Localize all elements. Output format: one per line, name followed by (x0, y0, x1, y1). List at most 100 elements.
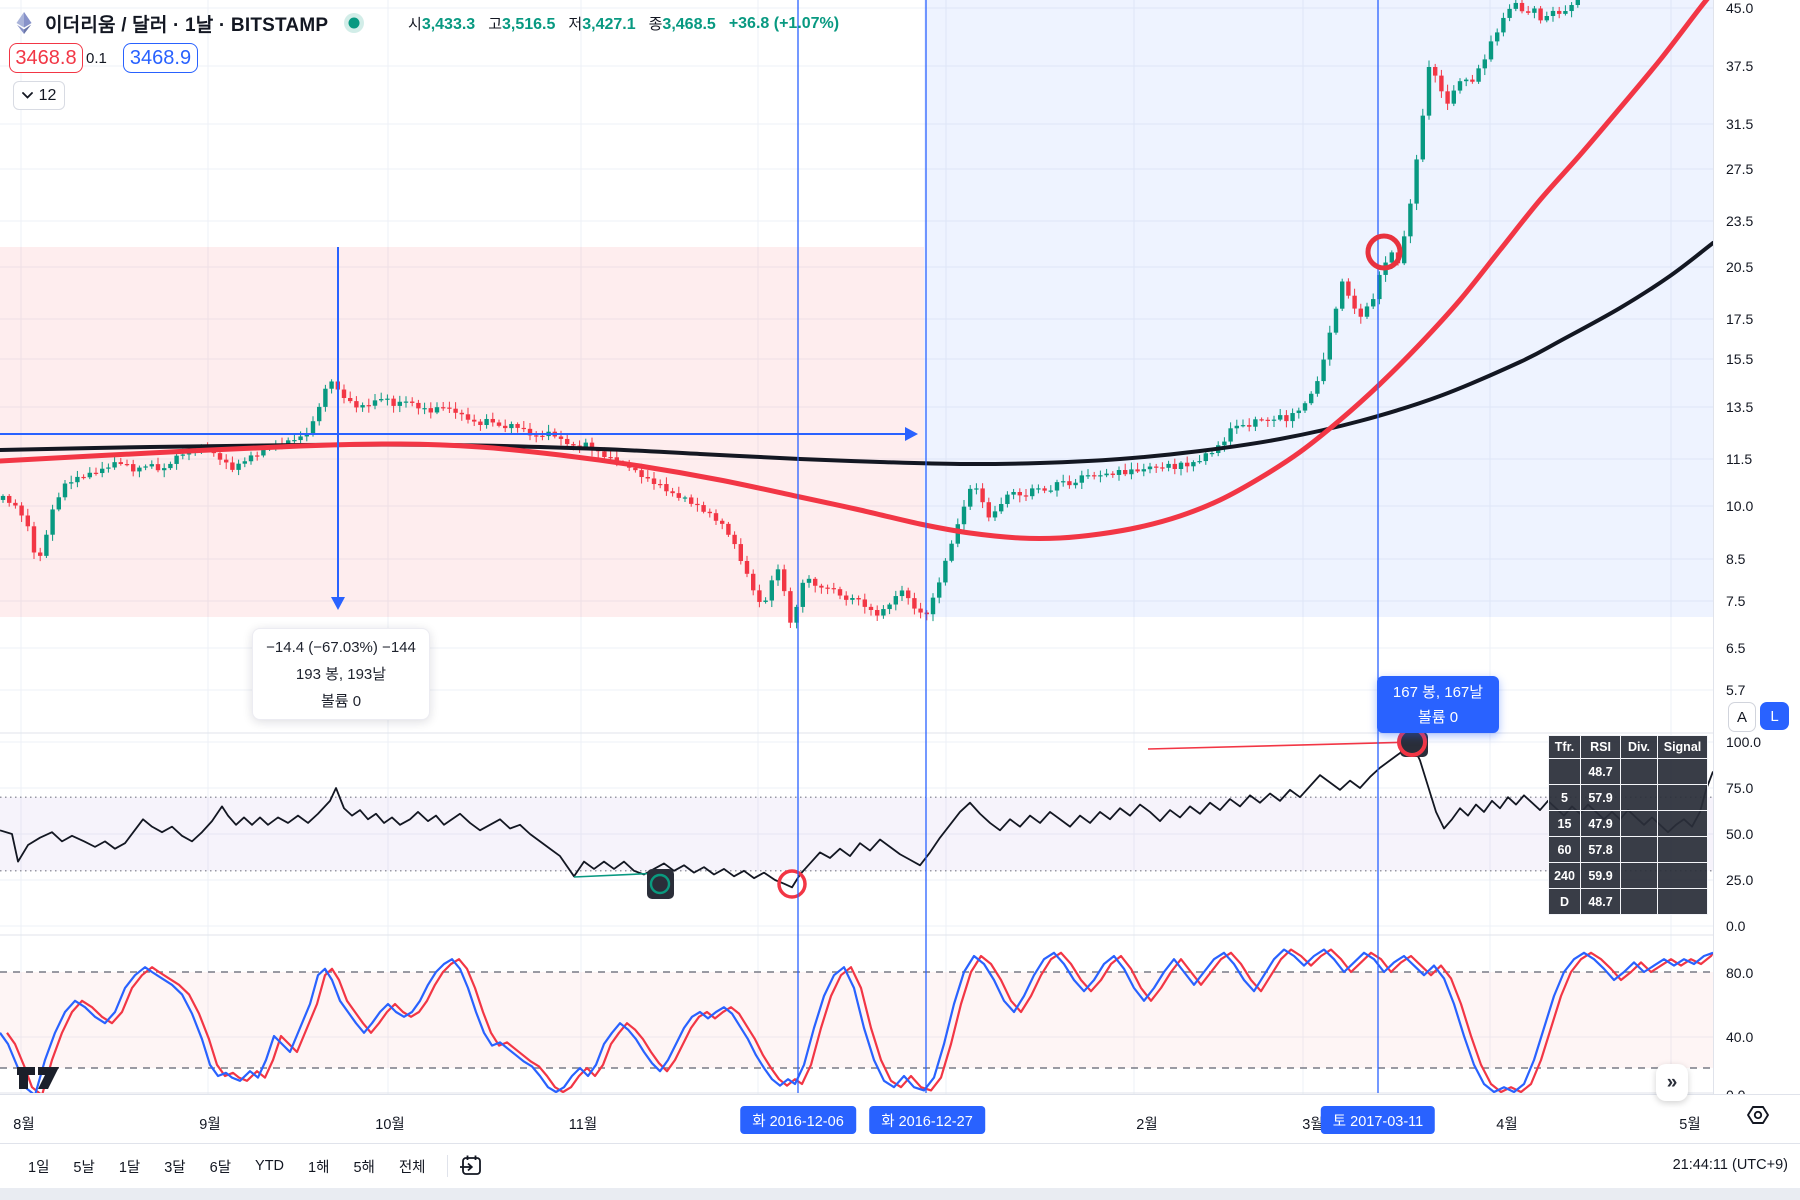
price-tick: 13.5 (1726, 399, 1754, 415)
rsi-table-cell: 48.7 (1580, 888, 1621, 915)
rsi-table-cell (1620, 810, 1658, 837)
rsi-table-cell: 47.9 (1580, 810, 1621, 837)
rsi-table-cell: 48.7 (1580, 758, 1621, 785)
table-row: 5 57.9 (1548, 784, 1708, 811)
rsi-table-header: Div. (1620, 735, 1658, 759)
axis-settings-gear-icon[interactable] (1746, 1103, 1770, 1127)
rsi-table-cell: D (1548, 888, 1581, 915)
month-label: 10월 (375, 1117, 405, 1133)
rsi-table-cell: 57.8 (1580, 836, 1621, 863)
measure-change-line: −14.4 (−67.03%) −144 (266, 638, 416, 656)
tradingview-logo[interactable] (15, 1063, 61, 1093)
table-row: 15 47.9 (1548, 810, 1708, 837)
date-badge[interactable]: 화 2016-12-06 (740, 1106, 856, 1134)
rsi-table-cell (1657, 888, 1708, 915)
rsi-table-header: Signal (1657, 735, 1708, 759)
go-to-date-icon[interactable] (458, 1153, 484, 1179)
month-label: 3월 (1302, 1117, 1324, 1133)
range-button-5날[interactable]: 5날 (73, 1159, 95, 1176)
range-button-3달[interactable]: 3달 (164, 1159, 186, 1176)
table-row: 240 59.9 (1548, 862, 1708, 889)
range-button-5해[interactable]: 5해 (353, 1159, 375, 1176)
month-label: 9월 (199, 1117, 221, 1133)
rsi-table-cell (1657, 836, 1708, 863)
price-tick: 6.5 (1726, 640, 1746, 656)
price-tick: 37.5 (1726, 58, 1754, 74)
interval-value: 12 (38, 86, 57, 104)
month-label: 4월 (1496, 1117, 1518, 1133)
rsi-table-cell (1548, 758, 1581, 785)
range-button-6달[interactable]: 6달 (209, 1159, 232, 1176)
range-button-1달[interactable]: 1달 (118, 1159, 141, 1176)
range-button-1일[interactable]: 1일 (28, 1159, 50, 1176)
range-button-1해[interactable]: 1해 (308, 1159, 330, 1176)
rsi-table-cell (1657, 810, 1708, 837)
toolbar-divider (446, 1155, 448, 1177)
stoch-tick: 40.0 (1726, 1029, 1754, 1045)
rsi-table-header: RSI (1580, 735, 1621, 759)
rsi-table-cell (1657, 758, 1708, 785)
rsi-table-cell: 240 (1548, 862, 1581, 889)
price-tick: 7.5 (1726, 593, 1746, 609)
price-tick: 23.5 (1726, 213, 1754, 229)
rsi-table-cell: 5 (1548, 784, 1581, 811)
price-tick: 10.0 (1726, 498, 1754, 514)
ohlc-values: 시3,433.3 고3,516.5 저3,427.1 종3,468.5 +36.… (408, 13, 839, 34)
tooltip-bars-line: 167 봉, 167날 (1392, 683, 1484, 701)
table-row: 48.7 (1548, 758, 1708, 785)
range-toolbar: 1일 5날 1달 3달 6달 YTD 1해 5해 전체 (0, 1143, 1800, 1188)
stoch-tick: 80.0 (1726, 965, 1754, 981)
market-status-icon[interactable] (343, 12, 365, 34)
rsi-table-cell (1657, 862, 1708, 889)
date-badge[interactable]: 화 2016-12-27 (869, 1106, 985, 1134)
price-tick: 8.5 (1726, 551, 1746, 567)
log-scale-button[interactable]: L (1760, 702, 1789, 730)
month-label: 11월 (568, 1117, 598, 1133)
bottom-strip (0, 1188, 1800, 1200)
ethereum-icon (16, 12, 32, 34)
range-button-YTD[interactable]: YTD (255, 1158, 285, 1174)
chart-canvas[interactable] (0, 0, 1713, 1094)
price-tick: 11.5 (1726, 451, 1753, 467)
month-label: 8월 (13, 1117, 35, 1133)
time-axis[interactable]: 8월 9월 10월 11월 2월 3월 4월 5월 화 2016-12-06 화 2016-12-… (0, 1094, 1800, 1144)
table-row: D 48.7 (1548, 888, 1708, 915)
rsi-multiframe-table: Tfr. RSI Div. Signal 48.7 5 57.9 15 47.9 60 57.8 24… (1548, 735, 1708, 915)
date-badge[interactable]: 토 2017-03-11 (1320, 1106, 1436, 1134)
ohlc-close: 종3,468.5 (648, 16, 716, 33)
price-tick: 20.5 (1726, 259, 1754, 275)
rsi-table-cell: 57.9 (1580, 784, 1621, 811)
ohlc-high: 고3,516.5 (488, 16, 556, 33)
price-tick: 45.0 (1726, 0, 1754, 16)
month-label: 5월 (1679, 1117, 1701, 1133)
measure-tooltip: 167 봉, 167날 볼륨 0 (1377, 676, 1499, 733)
month-label: 2월 (1136, 1117, 1158, 1133)
interval-dropdown[interactable]: 12 (13, 81, 65, 110)
price-axis[interactable]: A L 45.0 37.5 31.5 27.5 23.5 20.5 17.5 15.5 13.5… (1713, 0, 1800, 1103)
rsi-table-cell: 15 (1548, 810, 1581, 837)
auto-scale-button[interactable]: A (1728, 702, 1756, 732)
rsi-tick: 50.0 (1726, 826, 1754, 842)
rsi-table-cell (1620, 784, 1658, 811)
collapse-panel-button[interactable]: » (1656, 1064, 1688, 1101)
rsi-table-header: Tfr. (1548, 735, 1581, 759)
chevron-down-icon (21, 92, 33, 99)
buy-button[interactable]: 3468.9 (123, 43, 198, 73)
double-chevron-right-icon: » (1666, 1071, 1678, 1093)
sell-button[interactable]: 3468.8 (9, 43, 83, 73)
symbol-title[interactable]: 이더리움 / 달러 · 1날 · BITSTAMP (45, 14, 329, 36)
rsi-tick: 0.0 (1726, 918, 1746, 934)
measure-volume-line: 볼륨 0 (320, 692, 362, 710)
rsi-table-cell (1620, 888, 1658, 915)
price-tick: 5.7 (1726, 682, 1746, 698)
ohlc-low: 저3,427.1 (568, 16, 636, 33)
tooltip-volume-line: 볼륨 0 (1417, 708, 1459, 726)
spread-value: 0.1 (86, 50, 107, 67)
range-button-전체[interactable]: 전체 (398, 1159, 426, 1176)
price-tick: 15.5 (1726, 351, 1754, 367)
price-tick: 17.5 (1726, 311, 1754, 327)
price-tick: 27.5 (1726, 161, 1754, 177)
rsi-table-cell (1620, 758, 1658, 785)
rsi-table-cell (1620, 862, 1658, 889)
